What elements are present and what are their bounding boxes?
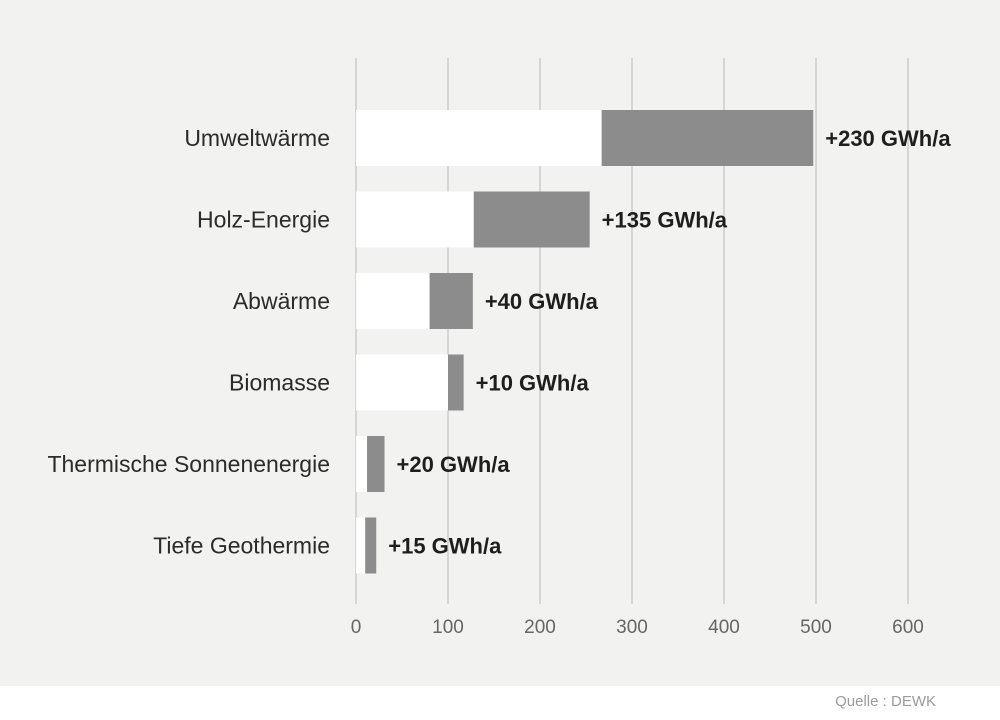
x-tick-label: 500 <box>800 617 832 638</box>
source-note: Quelle : DEWK <box>835 693 936 710</box>
bar-chart: 0 100 200 300 400 500 600 Umweltwärme +230 GWh/a… <box>47 58 951 638</box>
base-bar-2 <box>356 273 430 329</box>
chart-panel: 0 100 200 300 400 500 600 Umweltwärme +230 GWh/a… <box>0 0 1000 686</box>
value-label: +10 GWh/a <box>476 371 590 396</box>
base-bar-1 <box>356 191 474 248</box>
category-label: Umweltwärme <box>184 125 330 151</box>
x-tick-label: 200 <box>524 617 556 638</box>
increase-bar-2 <box>429 273 473 329</box>
increase-bar-1 <box>473 191 590 248</box>
value-label: +40 GWh/a <box>485 289 599 314</box>
base-bar-0 <box>356 110 602 166</box>
base-bar-4 <box>356 436 368 492</box>
category-label: Biomasse <box>229 370 330 396</box>
increase-bar-5 <box>365 517 377 574</box>
value-label: +135 GWh/a <box>602 208 728 233</box>
x-tick-label: 400 <box>708 617 740 638</box>
x-tick-label: 600 <box>892 617 924 638</box>
category-label: Thermische Sonnenenergie <box>47 451 330 477</box>
increase-bar-4 <box>367 436 385 492</box>
base-bar-5 <box>356 517 366 574</box>
category-label: Holz-Energie <box>197 207 330 233</box>
increase-bar-0 <box>601 110 814 166</box>
category-label: Tiefe Geothermie <box>153 533 330 559</box>
x-tick-label: 300 <box>616 617 648 638</box>
bars <box>356 110 814 574</box>
value-label: +230 GWh/a <box>825 126 951 151</box>
labels: 0 100 200 300 400 500 600 Umweltwärme +230 GWh/a… <box>47 125 951 638</box>
x-tick-label: 100 <box>432 617 464 638</box>
base-bar-3 <box>356 354 448 411</box>
value-label: +20 GWh/a <box>397 452 511 477</box>
value-label: +15 GWh/a <box>388 534 502 559</box>
increase-bar-3 <box>448 354 464 411</box>
category-label: Abwärme <box>233 288 330 314</box>
x-tick-label: 0 <box>351 617 362 638</box>
